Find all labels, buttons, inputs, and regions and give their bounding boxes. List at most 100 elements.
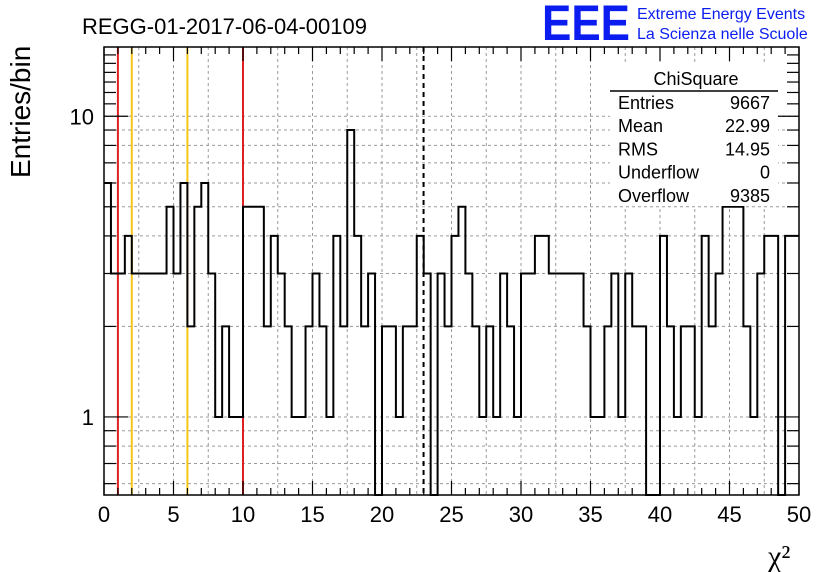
histogram-bin: [389, 326, 396, 495]
stats-row-value: 9385: [730, 186, 770, 206]
stats-row-label: Mean: [618, 116, 663, 136]
histogram-bin: [194, 207, 201, 495]
histogram-bin: [556, 273, 563, 495]
histogram-bin: [222, 326, 229, 495]
y-axis-ticks: 1 10: [70, 54, 799, 485]
histogram-bin: [354, 236, 361, 495]
stats-row-label: Entries: [618, 93, 674, 113]
histogram-bin: [410, 326, 417, 495]
histogram-bin: [167, 207, 174, 495]
x-tick-label: 40: [648, 502, 672, 527]
histogram-bin: [757, 273, 764, 495]
histogram-bin: [201, 183, 208, 495]
histogram-bin: [313, 273, 320, 495]
x-tick-label: 35: [578, 502, 602, 527]
stats-row-label: RMS: [618, 139, 658, 159]
histogram-bin: [507, 326, 514, 495]
histogram-bin: [243, 207, 250, 495]
histogram-bin: [452, 236, 459, 495]
stats-box-rows: Entries 9667 Mean 22.99 RMS 14.95 Underflow 0 Ov…: [618, 93, 770, 206]
histogram-bin: [111, 273, 118, 495]
x-tick-label: 15: [300, 502, 324, 527]
histogram-bin: [743, 326, 750, 495]
histogram-bin: [639, 326, 646, 495]
histogram-bin: [160, 273, 167, 495]
histogram-bin: [139, 273, 146, 495]
logo-line-1: Extreme Energy Events: [637, 6, 805, 23]
histogram-bin: [285, 326, 292, 495]
stats-row-label: Overflow: [618, 186, 690, 206]
histogram-bin: [716, 273, 723, 495]
stats-row-value: 22.99: [725, 116, 770, 136]
y-axis-label: Entries/bin: [5, 46, 36, 178]
histogram-bin: [146, 273, 153, 495]
x-tick-label: 10: [231, 502, 255, 527]
histogram-bin: [438, 273, 445, 495]
histogram-bin: [472, 326, 479, 495]
histogram-bin: [319, 326, 326, 495]
histogram-bin: [250, 207, 257, 495]
histogram-bin: [667, 326, 674, 495]
grid-lines: [103, 47, 800, 495]
logo-mark: EEE: [542, 0, 630, 51]
x-tick-label: 25: [439, 502, 463, 527]
stats-row-value: 0: [760, 163, 770, 183]
x-axis-ticks: 0 5 10 15 20 25 30 35 40 45 50: [98, 47, 811, 527]
histogram-bin: [125, 236, 132, 495]
histogram-bin: [736, 207, 743, 495]
histogram-bin: [604, 326, 611, 495]
histogram-bin: [535, 236, 542, 495]
histogram-bin: [257, 207, 264, 495]
histogram-bin: [702, 236, 709, 495]
stats-box: ChiSquare Entries 9667 Mean 22.99 RMS 14.95 Un…: [610, 64, 778, 206]
histogram-bin: [542, 236, 549, 495]
histogram-bin: [584, 326, 591, 495]
histogram-bin: [132, 273, 139, 495]
x-tick-label: 50: [787, 502, 811, 527]
histogram-bin: [306, 326, 313, 495]
histogram-bin: [180, 183, 187, 495]
histogram-bin: [570, 273, 577, 495]
histogram-bin: [681, 326, 688, 495]
histogram-bin: [465, 273, 472, 495]
histogram-bin: [792, 236, 799, 495]
histogram-bin: [382, 326, 389, 495]
histogram-bin: [340, 326, 347, 495]
histogram-bin: [563, 273, 570, 495]
histogram-bin: [723, 207, 730, 495]
y-tick-label: 1: [82, 405, 94, 430]
histogram-bin: [271, 236, 278, 495]
x-tick-label: 30: [509, 502, 533, 527]
histogram-bin: [764, 236, 771, 495]
histogram-bin: [153, 273, 160, 495]
histogram-bin: [445, 326, 452, 495]
histogram-bin: [688, 326, 695, 495]
histogram-bin: [577, 273, 584, 495]
histogram-bin: [368, 273, 375, 495]
stats-row-value: 9667: [730, 93, 770, 113]
logo-line-2: La Scienza nelle Scuole: [637, 26, 808, 43]
histogram-bin: [730, 207, 737, 495]
histogram-bin: [208, 273, 215, 495]
histogram-bin: [521, 273, 528, 495]
histogram-bin: [549, 273, 556, 495]
histogram-bin: [660, 236, 667, 495]
stats-row-label: Underflow: [618, 163, 700, 183]
histogram-bin: [403, 326, 410, 495]
histogram-outline: [104, 129, 799, 496]
histogram-bin: [709, 326, 716, 495]
histogram-bin: [278, 273, 285, 495]
y-tick-label: 10: [70, 104, 94, 129]
histogram-bin: [785, 236, 792, 495]
x-tick-label: 5: [167, 502, 179, 527]
histogram-bin: [486, 326, 493, 495]
histogram-bin: [424, 273, 431, 495]
histogram-bin: [500, 273, 507, 495]
histogram-bin: [333, 236, 340, 495]
histogram-bin: [632, 326, 639, 495]
histogram-bin: [625, 273, 632, 495]
histogram-bin: [264, 326, 271, 495]
histogram-bin: [118, 273, 125, 495]
stats-box-background: [610, 64, 778, 206]
